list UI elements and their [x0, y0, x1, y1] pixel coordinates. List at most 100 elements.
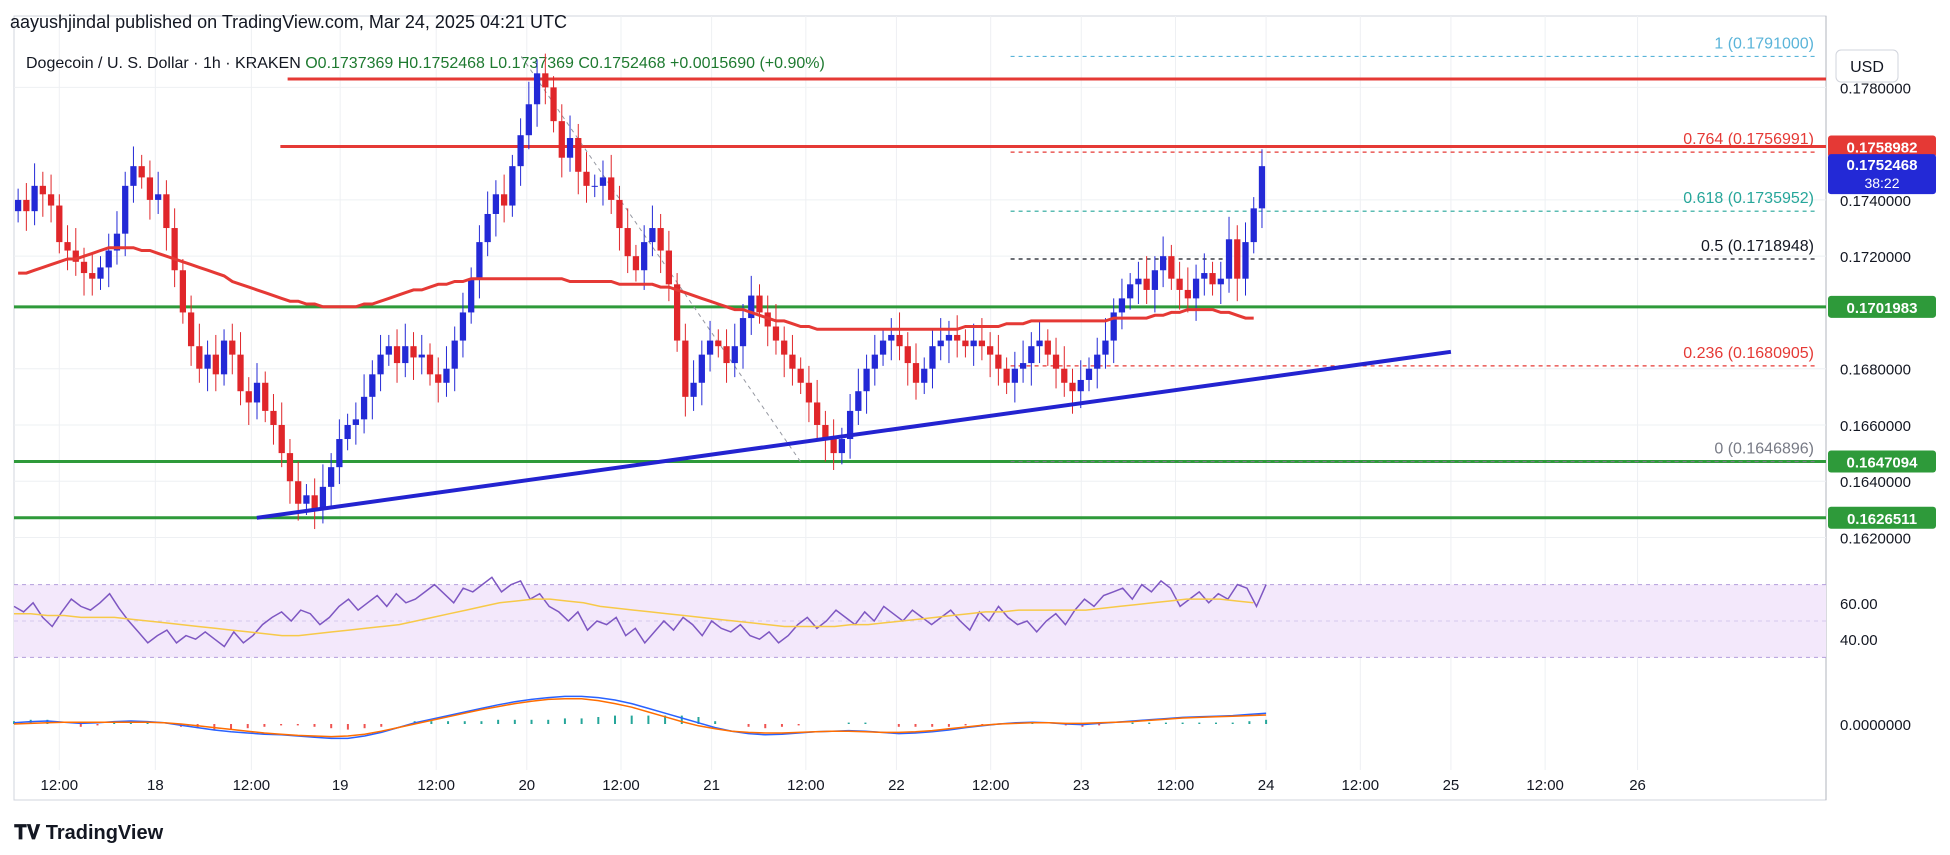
- level-price-tag: [1828, 135, 1936, 158]
- candle-body: [39, 185, 46, 195]
- candle-body: [1003, 368, 1010, 383]
- candle-body: [64, 242, 71, 251]
- candle-body: [591, 185, 598, 187]
- candle-body: [970, 340, 977, 347]
- candle-body: [1019, 363, 1027, 369]
- candle-body: [1234, 239, 1241, 279]
- time-label: 12:00: [1342, 777, 1380, 794]
- candle-body: [163, 194, 170, 229]
- time-label: 25: [1443, 777, 1460, 794]
- candle-body: [451, 340, 458, 369]
- chart-grid: Dogecoin / U. S. Dollar · 1h · KRAKEN O0…: [13, 15, 1827, 801]
- candle-body: [1011, 368, 1018, 383]
- fibonacci-levels: 1 (0.1791000) 0.764 (0.1756991) 0.618 (0.1…: [520, 35, 1816, 463]
- candle-body: [393, 346, 401, 364]
- price-tick: 0.1620000: [1840, 530, 1911, 547]
- time-label: 12:00: [972, 777, 1010, 794]
- symbol-label: Dogecoin / U. S. Dollar · 1h · KRAKEN: [26, 55, 305, 72]
- candle-body: [871, 354, 878, 369]
- candle-body: [89, 273, 96, 279]
- candle-body: [426, 354, 434, 375]
- level-price-text: 0.1626511: [1847, 511, 1917, 528]
- time-label: 19: [332, 777, 349, 794]
- current-price-tag: [1828, 154, 1936, 195]
- candle-body: [748, 295, 755, 319]
- candle-body: [179, 270, 186, 313]
- candle-body: [542, 73, 549, 88]
- candle-body: [1085, 368, 1093, 380]
- tradingview-logo[interactable]: 𝐓𝐕 TradingView: [14, 822, 163, 845]
- candle-body: [1044, 340, 1051, 355]
- candle-body: [1159, 256, 1167, 271]
- low-value: L0.1737369: [489, 55, 578, 72]
- chart-legend: Dogecoin / U. S. Dollar · 1h · KRAKEN O0…: [26, 55, 825, 72]
- candle-body: [155, 194, 162, 200]
- candle-body: [1102, 340, 1109, 355]
- candle-body: [237, 354, 244, 392]
- candle-body: [657, 228, 664, 251]
- candle-body: [517, 135, 524, 167]
- level-price-text: 0.1701983: [1847, 300, 1918, 317]
- rsi-ma-line: [14, 598, 1254, 637]
- candle-body: [1094, 354, 1101, 369]
- time-label: 24: [1258, 777, 1275, 794]
- candle-body: [888, 334, 895, 341]
- candle-body: [311, 495, 318, 510]
- candle-body: [245, 391, 252, 403]
- trend-line[interactable]: [256, 349, 1452, 520]
- candle-body: [632, 256, 640, 271]
- candle-body: [822, 424, 829, 440]
- fib-level-label: 1 (0.1791000): [1714, 35, 1814, 52]
- time-label: 18: [147, 777, 164, 794]
- candle-body: [295, 481, 302, 504]
- moving-average-line: [18, 246, 1254, 331]
- level-price-tag: [1828, 295, 1936, 318]
- rsi-tick: 60.00: [1840, 596, 1878, 613]
- fib-diagonal: [520, 56, 801, 462]
- candle-body: [187, 312, 195, 347]
- candle-body: [929, 346, 936, 369]
- candle-body: [492, 194, 500, 214]
- fib-level-label: 0.236 (0.1680905): [1683, 345, 1814, 362]
- price-tick: 0.1720000: [1840, 249, 1911, 266]
- candle-body: [624, 228, 631, 257]
- candle-body: [286, 453, 294, 482]
- candle-body: [937, 340, 944, 347]
- candlesticks: [14, 53, 1266, 530]
- candle-body: [1242, 242, 1249, 279]
- macd-panel: 0.0000000: [13, 695, 1911, 740]
- candle-body: [649, 228, 656, 243]
- candle-body: [476, 242, 483, 279]
- candle-body: [1052, 354, 1060, 369]
- price-tick: 0.1660000: [1840, 418, 1911, 435]
- currency-label: USD: [1850, 59, 1884, 76]
- candle-body: [31, 185, 38, 212]
- candle-body: [122, 185, 129, 234]
- currency-box: [1835, 49, 1899, 83]
- candle-body: [814, 402, 821, 425]
- rsi-tick: 40.00: [1840, 632, 1878, 649]
- signal-line: [13, 698, 1267, 738]
- candle-body: [1176, 278, 1183, 290]
- candle-body: [220, 340, 228, 375]
- candle-body: [838, 439, 845, 454]
- candle-body: [731, 346, 738, 364]
- candle-body: [739, 318, 747, 347]
- candle-body: [558, 121, 565, 158]
- candle-body: [698, 354, 705, 383]
- time-label: 21: [703, 777, 720, 794]
- current-price-text: 0.1752468: [1847, 157, 1918, 174]
- candle-body: [262, 382, 269, 411]
- rsi-line: [13, 576, 1267, 648]
- countdown-text: 38:22: [1864, 175, 1899, 191]
- candle-body: [14, 199, 22, 212]
- candle-body: [47, 194, 55, 206]
- open-value: O0.1737369: [305, 55, 398, 72]
- candle-body: [673, 284, 681, 341]
- candle-body: [229, 340, 236, 355]
- candle-body: [443, 368, 450, 383]
- candle-body: [1201, 273, 1208, 279]
- candle-body: [665, 250, 673, 285]
- candle-body: [995, 354, 1002, 369]
